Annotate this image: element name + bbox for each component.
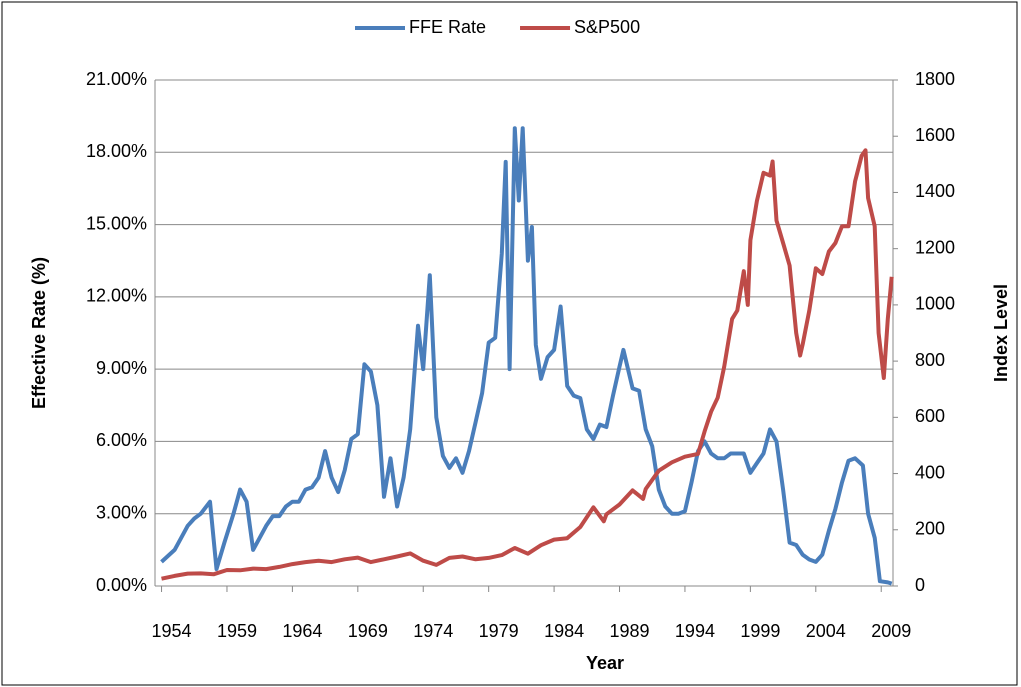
x-axis-title: Year: [586, 653, 624, 673]
series-line: [160, 126, 893, 586]
y2-tick-label: 1200: [915, 237, 955, 257]
y-tick-label: 12.00%: [86, 286, 147, 306]
y2-tick-label: 1400: [915, 181, 955, 201]
y2-tick-label: 600: [915, 406, 945, 426]
x-tick-label: 1969: [348, 621, 388, 641]
legend-label: S&P500: [574, 17, 640, 37]
y2-tick-label: 400: [915, 462, 945, 482]
y-tick-label: 15.00%: [86, 213, 147, 233]
x-tick-label: 1964: [282, 621, 322, 641]
x-tick-label: 1989: [609, 621, 649, 641]
y2-tick-label: 0: [915, 575, 925, 595]
y2-tick-label: 1000: [915, 294, 955, 314]
x-tick-label: 1954: [152, 621, 192, 641]
y-axis-title: Effective Rate (%): [29, 257, 49, 409]
legend-label: FFE Rate: [409, 17, 486, 37]
x-tick-label: 1959: [217, 621, 257, 641]
y2-tick-label: 1600: [915, 125, 955, 145]
y2-axis-title: Index Level: [991, 284, 1011, 382]
y-tick-label: 3.00%: [96, 502, 147, 522]
y2-tick-label: 1800: [915, 69, 955, 89]
y2-tick-label: 200: [915, 519, 945, 539]
y-tick-label: 9.00%: [96, 358, 147, 378]
y-tick-label: 18.00%: [86, 141, 147, 161]
x-tick-label: 1979: [479, 621, 519, 641]
x-tick-label: 2009: [871, 621, 911, 641]
x-tick-label: 1974: [413, 621, 453, 641]
y-tick-label: 6.00%: [96, 430, 147, 450]
x-tick-label: 1994: [675, 621, 715, 641]
y2-tick-label: 800: [915, 350, 945, 370]
series-line: [161, 148, 894, 581]
x-tick-label: 2004: [806, 621, 846, 641]
x-tick-label: 1999: [740, 621, 780, 641]
y-tick-label: 0.00%: [96, 575, 147, 595]
x-tick-label: 1984: [544, 621, 584, 641]
y-tick-label: 21.00%: [86, 69, 147, 89]
